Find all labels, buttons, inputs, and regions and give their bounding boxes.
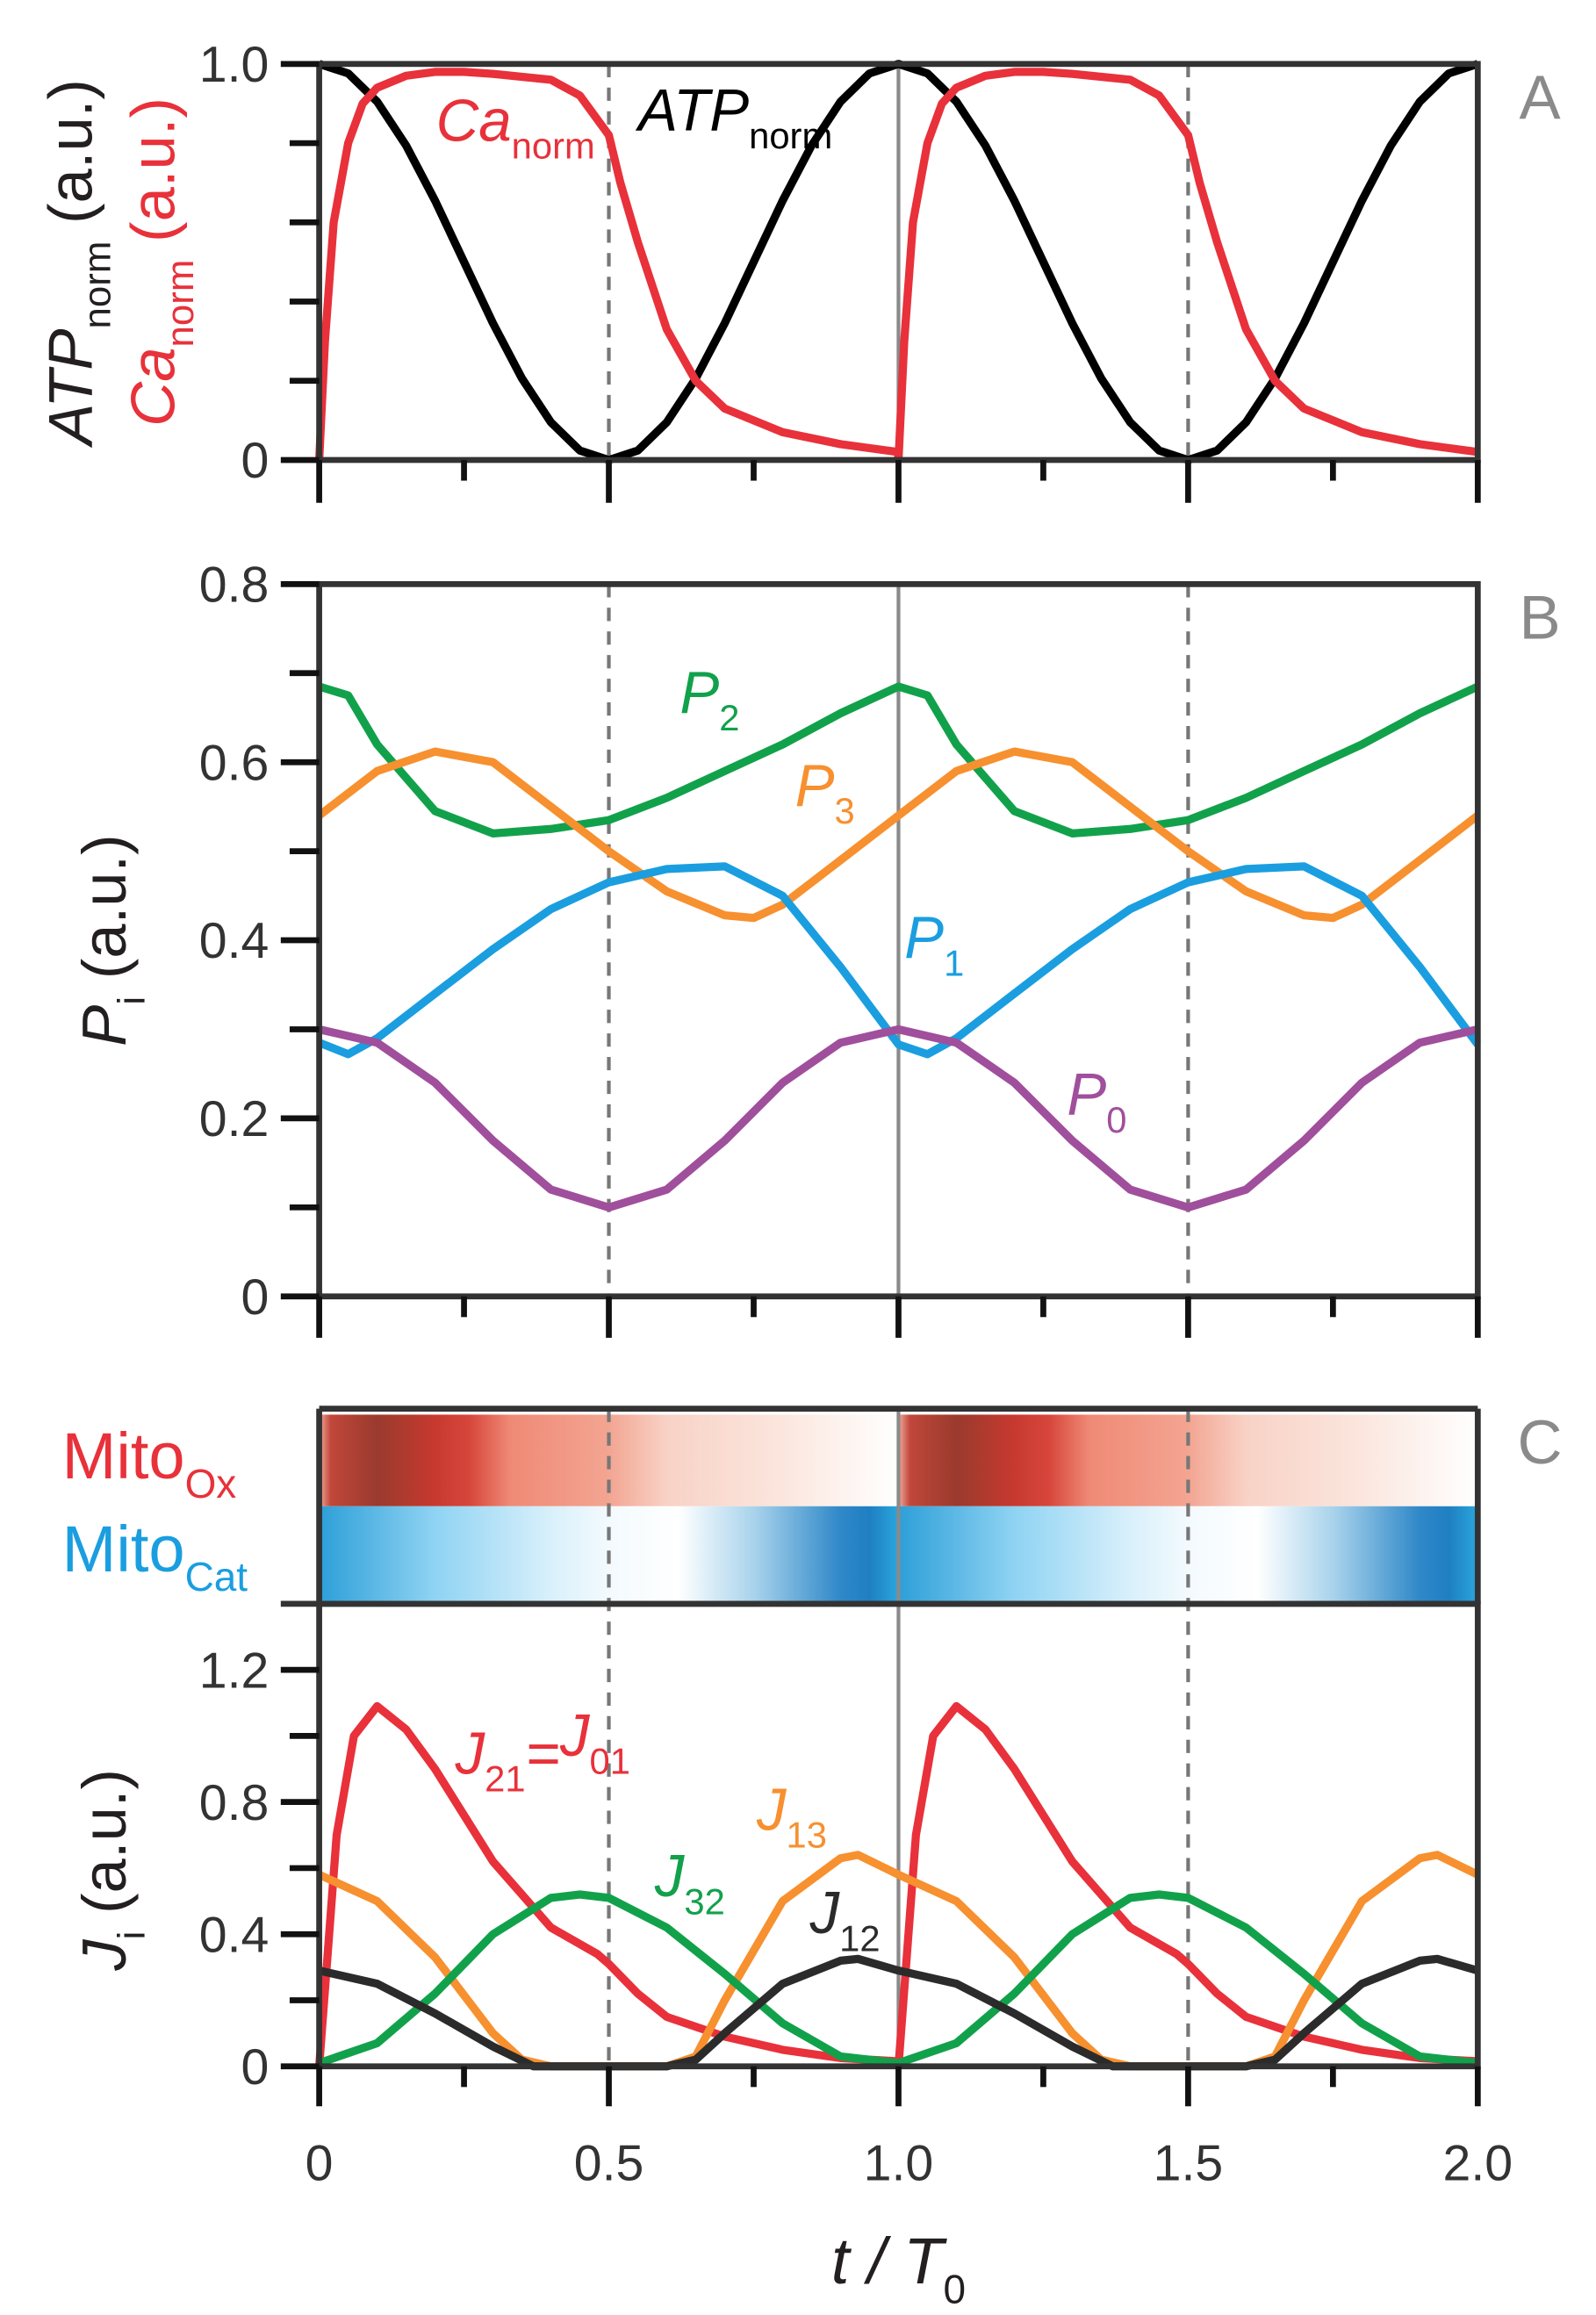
- y-axis-label: Canorm (a.u.): [119, 97, 202, 427]
- series-label-p3: P3: [795, 753, 855, 831]
- y-axis-label-main: ATP: [35, 329, 104, 449]
- series-label-canorm-sub: norm: [512, 126, 595, 167]
- y-tick-label: 0: [241, 433, 270, 489]
- series-line-j12: [318, 1954, 1479, 2071]
- y-axis-label-sub: i: [110, 1931, 153, 1940]
- y-tick-label: 0.4: [199, 913, 270, 969]
- x-axis-label: t / T0: [831, 2225, 966, 2311]
- series-label-j32-sub: 32: [684, 1880, 724, 1922]
- series-label-j13: J13: [756, 1777, 827, 1855]
- series-label-atpnorm-sub: norm: [749, 115, 832, 156]
- y-tick-label: 0.6: [199, 735, 270, 791]
- heatmap-label-mitoox: MitoOx: [62, 1420, 237, 1506]
- series-label-p2-sub: 2: [719, 697, 739, 738]
- series-label-p2-main: P: [679, 660, 719, 726]
- heatmap-label-mitocat-sub: Cat: [185, 1554, 248, 1600]
- x-tick-label: 1.5: [1154, 2135, 1224, 2191]
- series-label-j21=j01-eq: =: [526, 1721, 560, 1787]
- x-tick-label: 2.0: [1443, 2135, 1513, 2191]
- series-label-canorm-main: Ca: [436, 88, 512, 154]
- panel-label-B: B: [1519, 583, 1560, 652]
- y-axis-label: ATPnorm (a.u.): [35, 79, 119, 449]
- y-axis-label-group: Pi (a.u.): [69, 834, 153, 1046]
- y-axis-label-main: Ca: [119, 347, 188, 426]
- y-axis-label-sub: norm: [76, 241, 119, 329]
- series-label-j21=j01: J21=J01: [454, 1703, 630, 1799]
- y-axis-label-rest: (a.u.): [35, 79, 104, 241]
- series-line-p3: [316, 747, 1481, 923]
- reference-lines: [607, 63, 1190, 2067]
- y-axis-label-main: J: [69, 1939, 139, 1972]
- y-tick-label: 0.8: [199, 557, 270, 614]
- y-axis-label-sub: i: [110, 996, 153, 1005]
- series-label-atpnorm: ATPnorm: [635, 78, 832, 156]
- y-axis-label: Ji (a.u.): [69, 1769, 153, 1972]
- axes: 0 1.0 0 0.2 0.4 0.6 0.8 0 0.4 0.8 1.2 0 0.5 1.0 1.5 2.0: [199, 37, 1513, 2191]
- y-axis-label-rest: (a.u.): [69, 834, 139, 996]
- series-line-j32: [318, 1890, 1478, 2067]
- series-label-j21=j01-sub2: 01: [590, 1740, 630, 1781]
- series-label-p0-sub: 0: [1106, 1099, 1126, 1140]
- series-label-j21=j01-main: J: [454, 1721, 485, 1787]
- heatmap-label-mitocat-main: Mito: [62, 1513, 185, 1585]
- y-axis-label-rest: (a.u.): [69, 1769, 139, 1931]
- panel-label-A: A: [1519, 62, 1561, 132]
- heatmap-label-mitocat: MitoCat: [62, 1513, 248, 1600]
- x-tick-label: 0: [306, 2135, 334, 2191]
- x-tick-label: 0.5: [574, 2135, 644, 2191]
- y-axis-label-group: Ji (a.u.): [69, 1769, 153, 1972]
- series-label-j21=j01-sub: 21: [485, 1758, 525, 1800]
- y-axis-label-rest: (a.u.): [119, 97, 188, 260]
- heatmap-label-mitoox-sub: Ox: [185, 1461, 237, 1506]
- y-axis-label-sub: norm: [159, 260, 202, 348]
- heatmap-label-mitoox-main: Mito: [62, 1420, 185, 1492]
- series-label-p3-sub: 3: [835, 790, 855, 831]
- x-tick-label: 1.0: [864, 2135, 934, 2191]
- y-tick-label: 1.0: [199, 37, 270, 93]
- series-label-p1-main: P: [904, 905, 944, 971]
- series-label-p1: P1: [904, 905, 964, 983]
- series-label-p0-main: P: [1067, 1062, 1106, 1128]
- series-label-j13-main: J: [756, 1777, 787, 1843]
- y-tick-label: 0.4: [199, 1907, 270, 1963]
- series-label-canorm: Canorm: [436, 88, 595, 166]
- series-line-p1: [317, 862, 1482, 1059]
- series-line-p2: [318, 682, 1480, 838]
- y-axis-label-group: ATPnorm (a.u.): [35, 79, 119, 449]
- series-label-j13-sub: 13: [787, 1815, 827, 1856]
- series-line-canorm: [314, 68, 1478, 464]
- y-axis-label-group: Canorm (a.u.): [119, 97, 202, 427]
- y-tick-label: 0.8: [199, 1775, 270, 1831]
- series-label-j12-main: J: [809, 1880, 840, 1946]
- series-label-j12-sub: 12: [839, 1917, 880, 1959]
- y-tick-label: 1.2: [199, 1643, 270, 1699]
- series-label-p3-main: P: [795, 753, 835, 819]
- series-label-j21=j01-main2: J: [559, 1703, 591, 1769]
- y-tick-label: 0: [241, 2039, 270, 2096]
- y-tick-label: 0.2: [199, 1091, 270, 1147]
- x-axis-label-sub: 0: [943, 2266, 966, 2311]
- x-axis-label-main: t / T: [831, 2225, 947, 2297]
- y-axis-label-main: P: [69, 1005, 139, 1046]
- series-label-p2: P2: [679, 660, 739, 738]
- series-label-j32-main: J: [654, 1844, 686, 1909]
- y-axis-label: Pi (a.u.): [69, 834, 153, 1046]
- panel-label-C: C: [1518, 1407, 1563, 1477]
- series-label-j32: J32: [654, 1844, 725, 1922]
- series-label-j12: J12: [809, 1880, 880, 1959]
- y-tick-label: 0: [241, 1269, 270, 1326]
- series-label-p1-sub: 1: [944, 942, 964, 983]
- series-label-p0: P0: [1067, 1062, 1126, 1140]
- series-label-atpnorm-main: ATP: [635, 78, 749, 144]
- series-line-p0: [318, 1024, 1479, 1212]
